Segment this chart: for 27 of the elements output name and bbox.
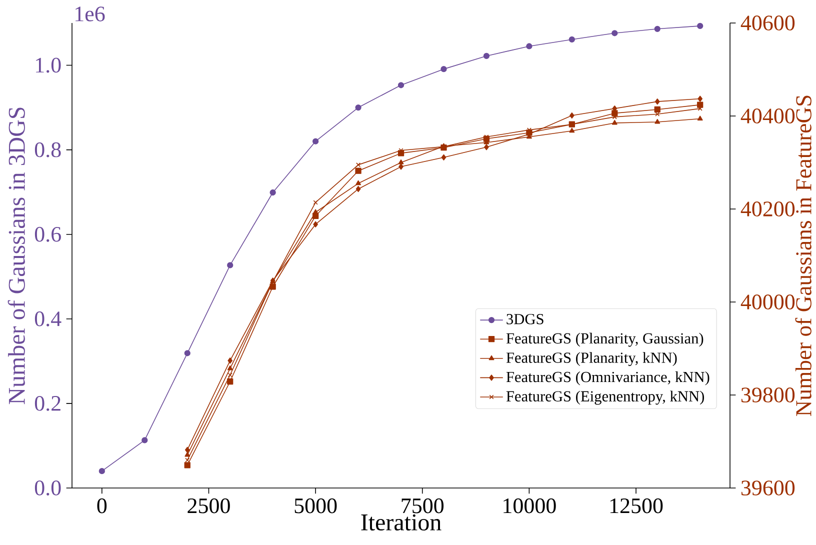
x-tick-label: 2500 bbox=[188, 498, 230, 514]
x-tick-label: 12500 bbox=[610, 498, 663, 514]
y2-tick-label: 39600 bbox=[741, 480, 795, 496]
legend-label: FeatureGS (Omnivariance, kNN) bbox=[506, 371, 710, 386]
y-tick-label: 0.4 bbox=[34, 311, 62, 326]
y2-tick-label: 40400 bbox=[740, 108, 795, 124]
y-tick-label: 0.0 bbox=[34, 480, 61, 496]
y-axis-title: Number of Gaussians in 3DGS bbox=[8, 108, 25, 404]
y-tick-label: 0.6 bbox=[34, 226, 61, 242]
y-tick-label: 0.2 bbox=[34, 396, 60, 411]
legend-label: FeatureGS (Planarity, kNN) bbox=[506, 352, 677, 366]
y-tick-label: 1.0 bbox=[36, 58, 61, 73]
x-axis-title: Iteration bbox=[361, 514, 442, 531]
y-tick-label: 0.8 bbox=[34, 142, 61, 158]
legend-label: FeatureGS (Eigenentropy, kNN) bbox=[506, 390, 704, 405]
text: 1e6 bbox=[76, 6, 105, 22]
legend-label: 3DGS bbox=[506, 314, 544, 324]
y2-tick-label: 40000 bbox=[740, 294, 795, 310]
x-tick-label: 7500 bbox=[402, 498, 444, 514]
y2-tick-label: 39800 bbox=[741, 388, 795, 402]
y2-tick-label: 40200 bbox=[740, 202, 795, 216]
legend-label: FeatureGS (Planarity, Gaussian) bbox=[506, 332, 704, 347]
x-tick-label: 10000 bbox=[504, 498, 556, 514]
y2-axis-title: Number of Gaussians in FeatureGS bbox=[795, 96, 812, 416]
x-tick-label: 5000 bbox=[294, 498, 337, 514]
x-tick-label: 0 bbox=[97, 498, 107, 514]
y2-tick-label: 40600 bbox=[740, 16, 795, 30]
